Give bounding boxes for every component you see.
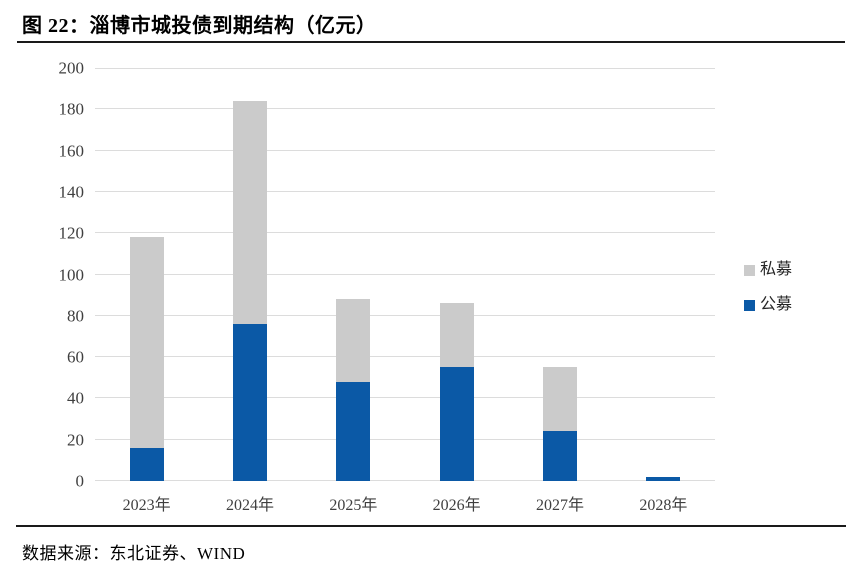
bar-segment-私募 xyxy=(336,299,371,382)
plot-area xyxy=(95,68,715,481)
gridline xyxy=(95,108,715,110)
y-axis-labels: 0 20 40 60 80 100 120 140 160 180 200 xyxy=(38,60,85,490)
x-tick-label: 2028年 xyxy=(639,497,688,514)
y-tick-label: 120 xyxy=(58,223,85,243)
y-tick-label: 0 xyxy=(75,471,85,491)
legend-row: 私募 xyxy=(744,262,792,278)
gridline xyxy=(95,232,715,234)
x-axis-labels: 2023年 2024年 2025年 2026年 2027年 2028年 xyxy=(95,491,715,515)
y-tick-label: 40 xyxy=(67,388,84,408)
y-tick-label: 60 xyxy=(67,347,84,367)
y-tick-label: 160 xyxy=(58,141,85,161)
legend-label: 公募 xyxy=(760,296,793,313)
gridline xyxy=(95,480,715,481)
gridline xyxy=(95,356,715,358)
bar-segment-私募 xyxy=(233,101,267,325)
gridline xyxy=(95,190,715,192)
bar-segment-公募 xyxy=(336,381,371,481)
x-tick-label: 2023年 xyxy=(122,497,171,514)
y-tick-label: 180 xyxy=(58,99,85,119)
legend-label: 私募 xyxy=(760,261,793,278)
bar-segment-公募 xyxy=(646,476,681,481)
y-tick-label: 200 xyxy=(58,58,85,78)
bar-segment-公募 xyxy=(439,367,474,481)
bar-segment-私募 xyxy=(129,237,164,448)
x-tick-label: 2026年 xyxy=(432,497,481,514)
y-tick-label: 140 xyxy=(58,182,85,202)
legend-row: 公募 xyxy=(744,297,792,313)
y-tick-label: 100 xyxy=(58,265,85,284)
bar-segment-私募 xyxy=(543,367,577,432)
chart-legend: 私募 公募 xyxy=(744,262,792,332)
footer-divider xyxy=(16,525,846,527)
chart-title: 图 22：淄博市城投债到期结构（亿元） xyxy=(22,15,377,37)
gridline xyxy=(95,149,715,151)
y-tick-label: 80 xyxy=(67,306,84,326)
x-tick-label: 2027年 xyxy=(535,497,584,514)
gridline xyxy=(95,273,715,275)
title-divider xyxy=(17,41,845,43)
legend-swatch xyxy=(744,264,755,276)
x-tick-label: 2025年 xyxy=(329,497,378,514)
gridline xyxy=(95,438,715,440)
gridline xyxy=(95,314,715,316)
bar-segment-私募 xyxy=(439,303,474,368)
x-tick-label: 2024年 xyxy=(225,497,274,514)
bar-segment-公募 xyxy=(233,324,267,481)
data-source-text: 数据来源：东北证券、WIND xyxy=(22,544,246,563)
gridline xyxy=(95,68,715,69)
bar-segment-公募 xyxy=(543,431,577,481)
legend-swatch xyxy=(744,299,755,311)
gridline xyxy=(95,397,715,399)
bar-segment-公募 xyxy=(129,447,164,481)
y-tick-label: 20 xyxy=(67,430,84,450)
